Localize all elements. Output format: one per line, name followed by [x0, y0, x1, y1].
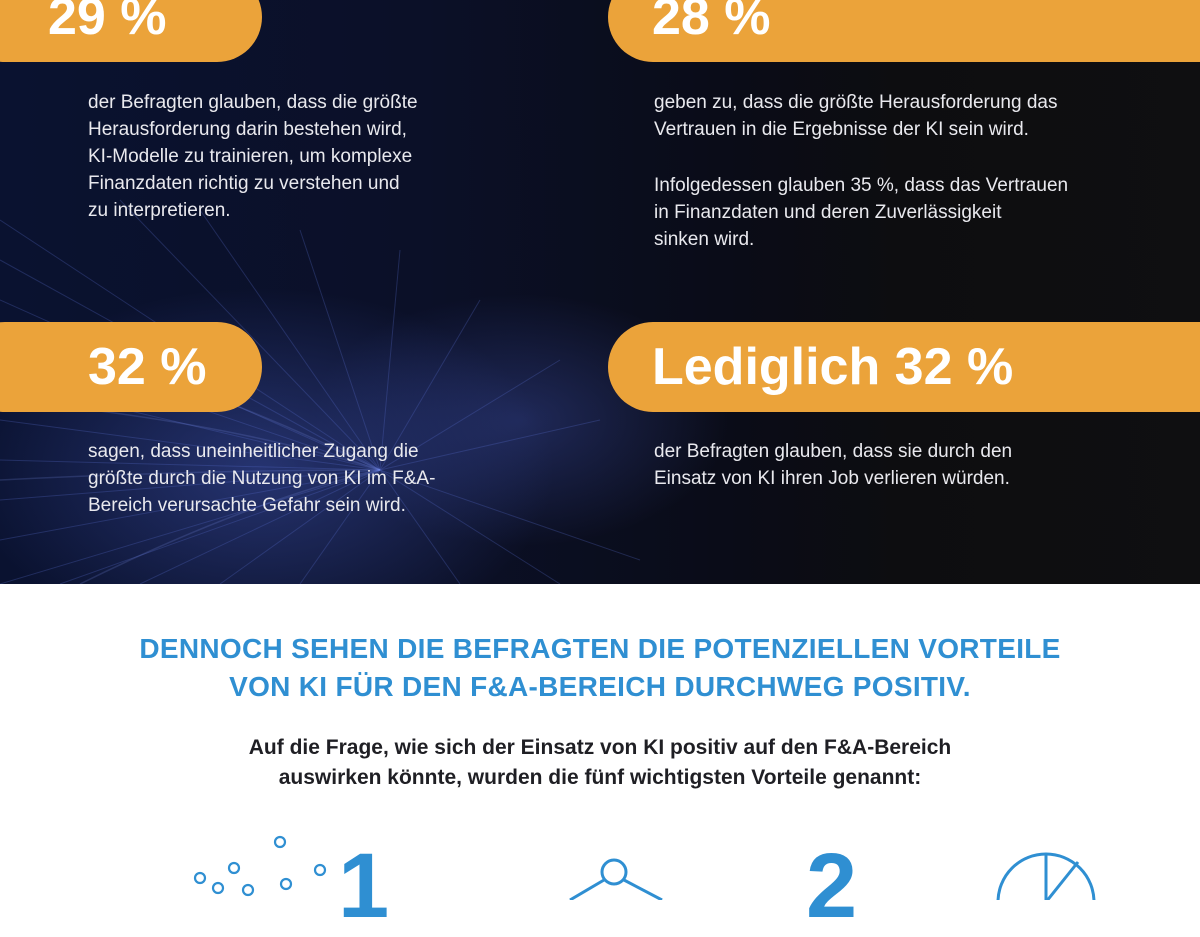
stat-text-2: geben zu, dass die größte Herausforderun… — [654, 92, 1058, 140]
section-subheadline: Auf die Frage, wie sich der Einsatz von … — [248, 736, 952, 789]
stat-value-3: 32 % — [88, 338, 207, 396]
dots-scatter-icon — [193, 835, 327, 897]
section-headline: DENNOCH SEHEN DIE BEFRAGTEN DIE POTENZIE… — [139, 633, 1061, 702]
stat-text-4: der Befragten glauben, dass sie durch de… — [654, 441, 1013, 489]
stat-value-2: 28 % — [652, 0, 771, 46]
network-node-icon — [569, 858, 663, 900]
rank-number-1: 1 — [338, 835, 390, 937]
stat-pill-1: 29 % — [0, 0, 262, 62]
stat-text-2-extra: Infolgedessen glauben 35 %, dass das Ver… — [654, 175, 1069, 250]
pie-chart-icon — [996, 852, 1096, 900]
stat-pill-2: 28 % — [608, 0, 1200, 62]
rank-number-2: 2 — [806, 835, 858, 937]
stat-pill-4: Lediglich 32 % — [608, 322, 1200, 412]
dark-hero-section: 29 % 28 % der Befragten glauben, dass di… — [0, 0, 1200, 584]
stat-text-3: sagen, dass uneinheitlicher Zugang die g… — [88, 441, 436, 516]
stat-value-1: 29 % — [48, 0, 167, 46]
stat-text-1: der Befragten glauben, dass die größte H… — [88, 92, 418, 221]
stat-value-4: Lediglich 32 % — [652, 338, 1014, 396]
stat-pill-3: 32 % — [0, 322, 262, 412]
